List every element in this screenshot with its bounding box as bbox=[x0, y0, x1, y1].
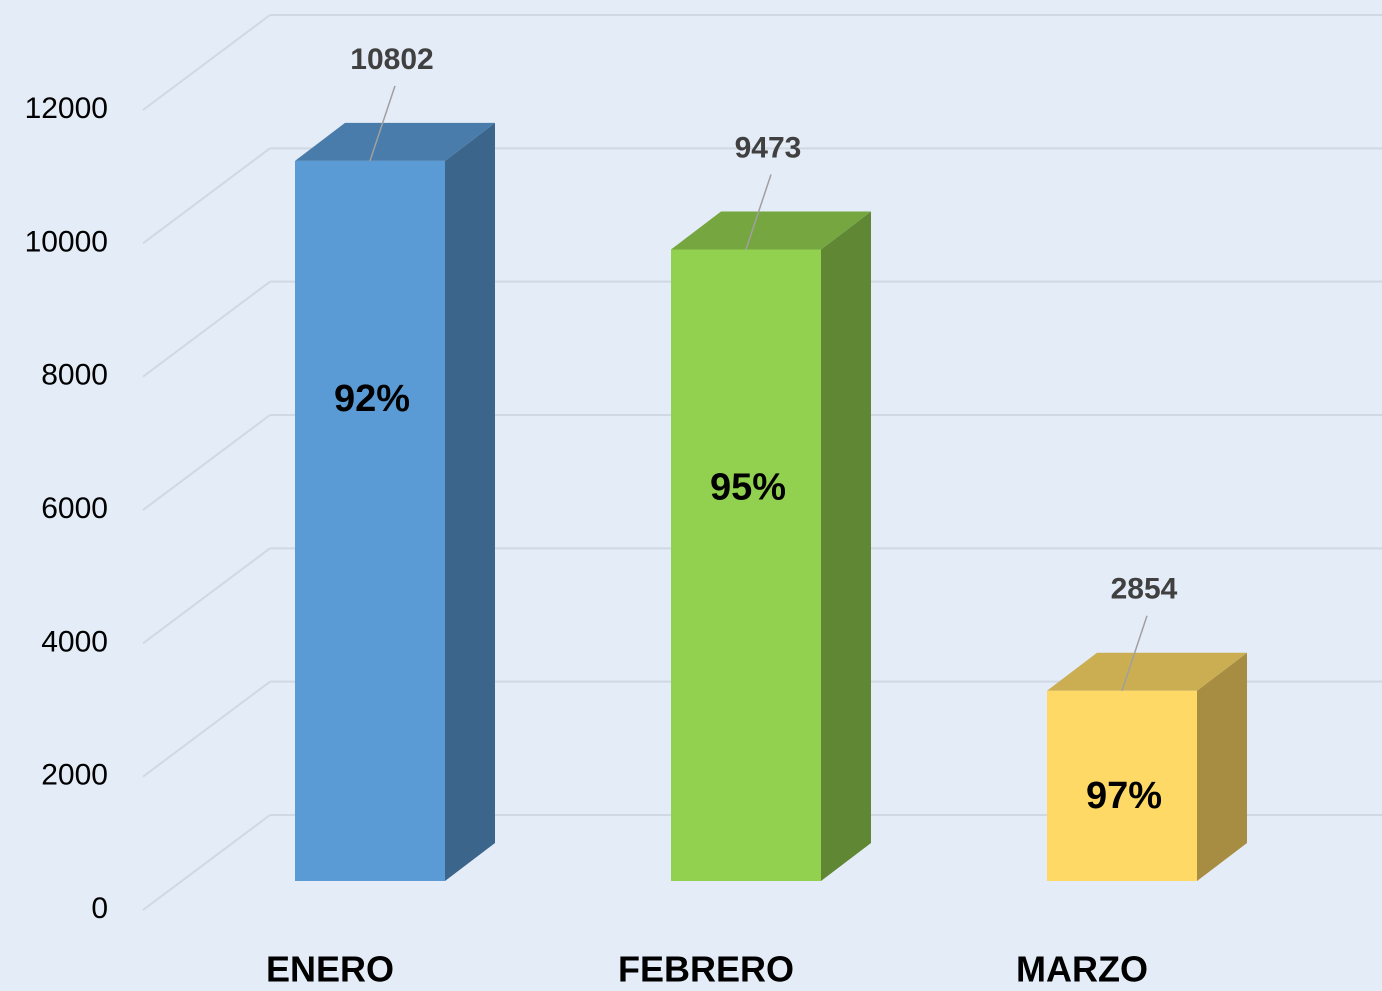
y-tick-label: 6000 bbox=[41, 492, 108, 525]
grid-line bbox=[142, 414, 271, 511]
bar-top bbox=[295, 122, 495, 161]
y-tick-label: 8000 bbox=[41, 359, 108, 392]
bar-side bbox=[1197, 652, 1247, 881]
bar bbox=[671, 249, 821, 881]
grid-line bbox=[142, 814, 271, 911]
bar-top bbox=[1047, 652, 1247, 691]
leader-line bbox=[369, 85, 396, 162]
bar-side bbox=[821, 211, 871, 881]
leader-line bbox=[745, 174, 772, 250]
value-label: 9473 bbox=[735, 131, 802, 164]
bar bbox=[1047, 690, 1197, 881]
grid-line bbox=[142, 14, 271, 111]
grid-line bbox=[142, 547, 271, 645]
grid-line bbox=[142, 680, 271, 778]
bar-label: 92% bbox=[334, 378, 410, 420]
x-tick-label: ENERO bbox=[266, 949, 394, 990]
bar bbox=[295, 160, 445, 881]
bar-top bbox=[671, 211, 871, 250]
bar-label: 97% bbox=[1086, 775, 1162, 817]
value-label: 2854 bbox=[1111, 573, 1178, 606]
grid-line bbox=[142, 280, 271, 378]
value-label: 10802 bbox=[350, 43, 433, 76]
x-tick-label: MARZO bbox=[1016, 949, 1148, 990]
y-tick-label: 0 bbox=[91, 892, 108, 925]
x-tick-label: FEBRERO bbox=[618, 949, 794, 990]
y-tick-label: 10000 bbox=[25, 225, 108, 258]
grid-line bbox=[142, 147, 271, 245]
bar-label: 95% bbox=[710, 466, 786, 508]
y-tick-label: 4000 bbox=[41, 625, 108, 658]
y-tick-label: 2000 bbox=[41, 759, 108, 792]
y-tick-label: 12000 bbox=[25, 92, 108, 125]
leader-line bbox=[1121, 615, 1148, 691]
bar-side bbox=[445, 122, 495, 881]
